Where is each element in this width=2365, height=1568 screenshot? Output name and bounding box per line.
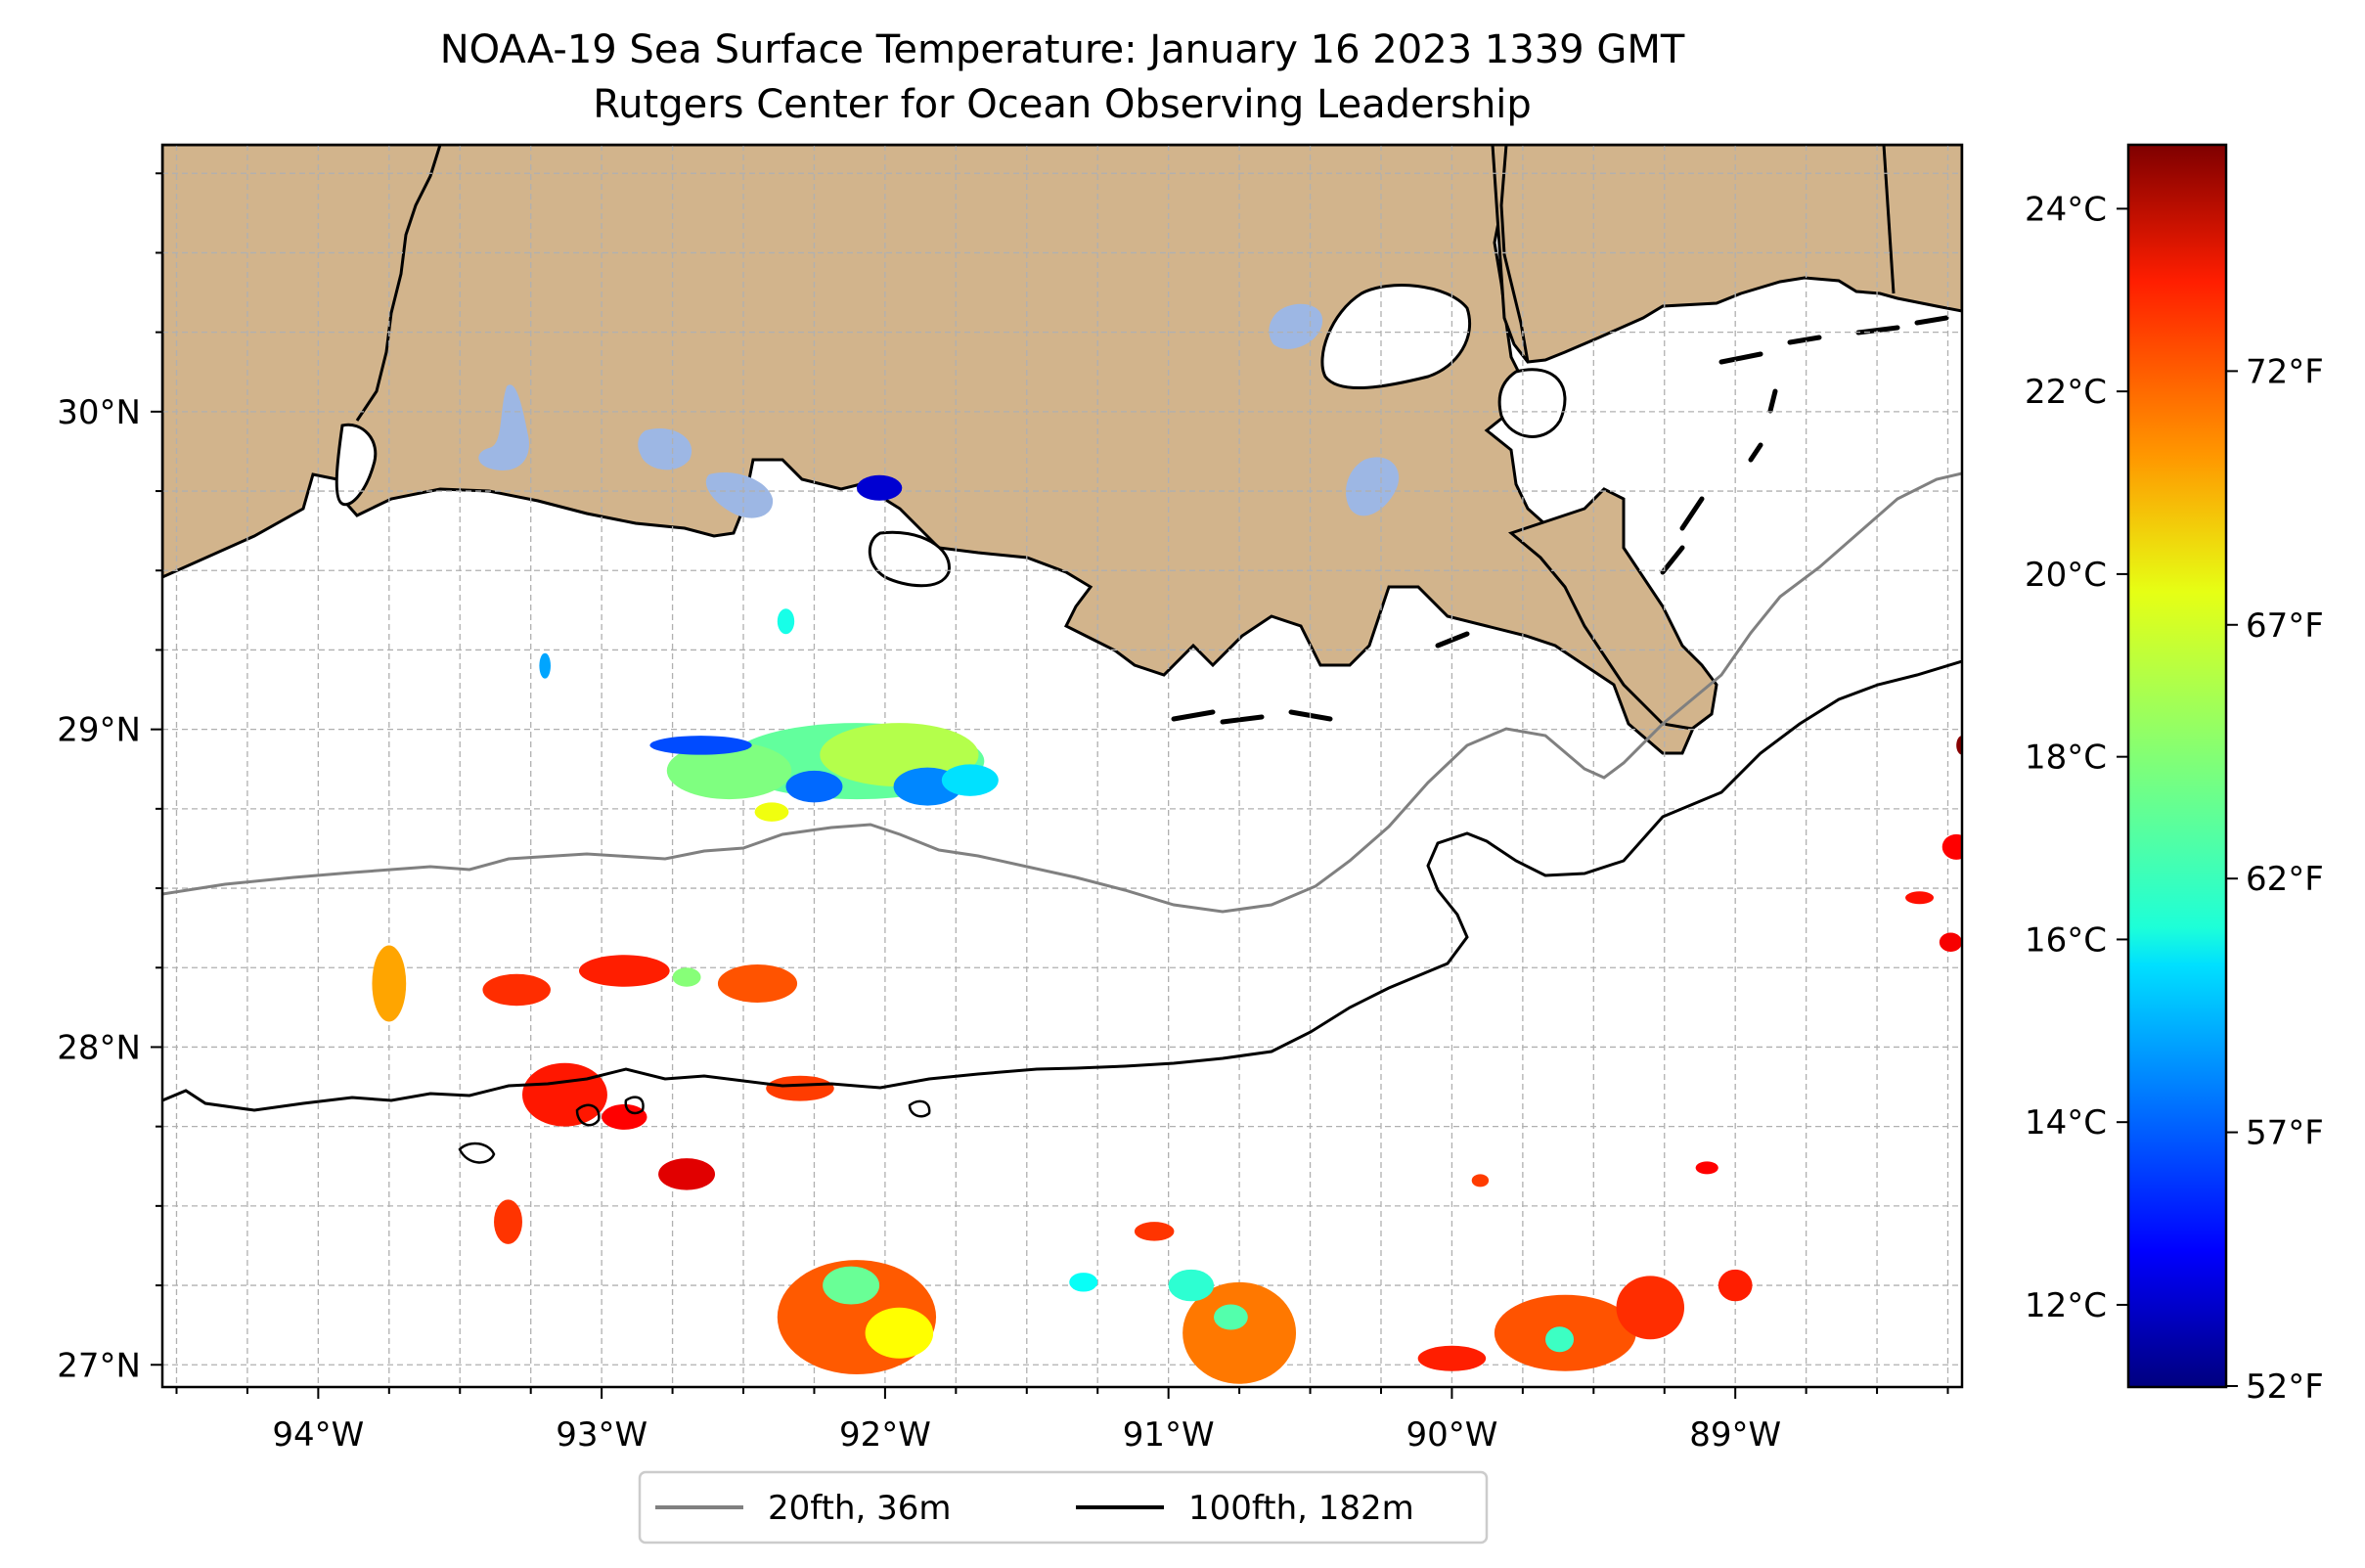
colorbar-celsius-label: 12°C (2025, 1286, 2107, 1325)
colorbar-ticks: 24°C 22°C 20°C 18°C 16°C 14°C 12°C 72°F 67°F 62°F… (2025, 190, 2324, 1407)
sst-patch (777, 608, 795, 635)
sst-patch (1695, 1161, 1718, 1175)
lake-calcasieu (478, 384, 529, 470)
map-frame (160, 143, 1964, 1389)
state-border-ms-al (1882, 145, 1896, 294)
sst-patch (1905, 891, 1935, 905)
sst-patch (1956, 736, 1962, 755)
legend-label-100fth: 100fth, 182m (1188, 1489, 1414, 1528)
colorbar-fahrenheit-label: 57°F (2246, 1114, 2324, 1153)
colorbar-celsius-label: 14°C (2025, 1103, 2107, 1142)
sst-patch (1134, 1222, 1175, 1241)
colorbar-fahrenheit-label: 52°F (2246, 1367, 2324, 1407)
isobath-100fth (162, 659, 1962, 1112)
legend-label-20fth: 20fth, 36m (768, 1489, 952, 1528)
sst-patch (766, 1075, 834, 1101)
land-louisiana-west (162, 145, 1697, 755)
lake-borgne (1497, 368, 1567, 438)
x-tick-label: 89°W (1689, 1415, 1781, 1455)
sst-patch (1417, 1345, 1487, 1371)
sst-patch (482, 973, 551, 1007)
y-tick-label: 27°N (57, 1346, 141, 1385)
colorbar-celsius-label: 22°C (2025, 373, 2107, 412)
map-title: NOAA-19 Sea Surface Temperature: January… (440, 27, 1685, 72)
map-subtitle: Rutgers Center for Ocean Observing Leade… (593, 82, 1532, 127)
sst-patch (649, 736, 752, 755)
isobath-100fth-ridge (458, 1096, 931, 1164)
vermilion-bay (868, 530, 951, 588)
sst-patch (1214, 1304, 1248, 1330)
x-tick-label: 93°W (556, 1415, 647, 1455)
white-lake (638, 428, 692, 470)
y-tick-label: 30°N (57, 393, 141, 432)
sst-patch (717, 964, 798, 1003)
sst-patch (372, 945, 407, 1022)
map-plot-area (162, 145, 1962, 1387)
x-tick-label: 91°W (1123, 1415, 1215, 1455)
legend-box (638, 1470, 1489, 1545)
x-tick-label: 92°W (839, 1415, 931, 1455)
colorbar-celsius-label: 20°C (2025, 556, 2107, 595)
sst-patch (672, 967, 701, 987)
lake-salvador (1345, 457, 1400, 516)
lake-maurepas (1269, 303, 1323, 349)
x-tick-label: 94°W (272, 1415, 364, 1455)
colorbar: 24°C 22°C 20°C 18°C 16°C 14°C 12°C 72°F 67°F 62°F… (2025, 143, 2324, 1407)
colorbar-fahrenheit-label: 67°F (2246, 606, 2324, 646)
sst-field (372, 474, 1962, 1384)
sst-patch (785, 770, 843, 803)
x-tick-label: 90°W (1406, 1415, 1497, 1455)
land-mississippi-delta (1507, 487, 1718, 731)
sst-patch (1718, 1269, 1753, 1302)
sst-patch (941, 764, 999, 796)
sabine-lake (335, 423, 378, 507)
colorbar-ramp (2126, 143, 2228, 1389)
sst-patch (1471, 1174, 1490, 1187)
sst-patch (658, 1158, 716, 1190)
isobath-20fth (162, 471, 1962, 914)
sst-patch (602, 1103, 647, 1130)
sst-patch (823, 1266, 880, 1305)
colorbar-celsius-label: 18°C (2025, 739, 2107, 778)
sst-patch (666, 741, 792, 800)
sst-patch (1545, 1326, 1575, 1353)
colorbar-fahrenheit-label: 62°F (2246, 860, 2324, 899)
map-axes: 94°W 93°W 92°W 91°W 90°W 89°W 30°N 29°N 28°N 27°N (57, 172, 1949, 1455)
sst-patch (1941, 833, 1962, 860)
colorbar-celsius-label: 16°C (2025, 920, 2107, 960)
sst-patch (1616, 1276, 1685, 1340)
lake-pontchartrain (1320, 284, 1472, 389)
legend: 20fth, 36m 100fth, 182m (638, 1470, 1489, 1545)
y-tick-label: 28°N (57, 1028, 141, 1067)
y-tick-label: 29°N (57, 711, 141, 750)
sst-patch (1069, 1273, 1098, 1292)
state-border-tx-la (355, 145, 442, 422)
sst-patch (522, 1062, 607, 1127)
grand-lake (705, 471, 774, 518)
colorbar-fahrenheit-label: 72°F (2246, 352, 2324, 391)
sst-patch (754, 802, 789, 822)
sst-patch (1168, 1269, 1215, 1302)
sst-patch (1939, 932, 1962, 953)
sst-patch (578, 955, 670, 987)
sst-patch (856, 474, 903, 501)
sst-patch (1182, 1281, 1297, 1384)
sst-patch (865, 1307, 934, 1359)
colorbar-celsius-label: 24°C (2025, 190, 2107, 229)
sst-patch (494, 1199, 522, 1244)
sst-patch (539, 652, 551, 679)
